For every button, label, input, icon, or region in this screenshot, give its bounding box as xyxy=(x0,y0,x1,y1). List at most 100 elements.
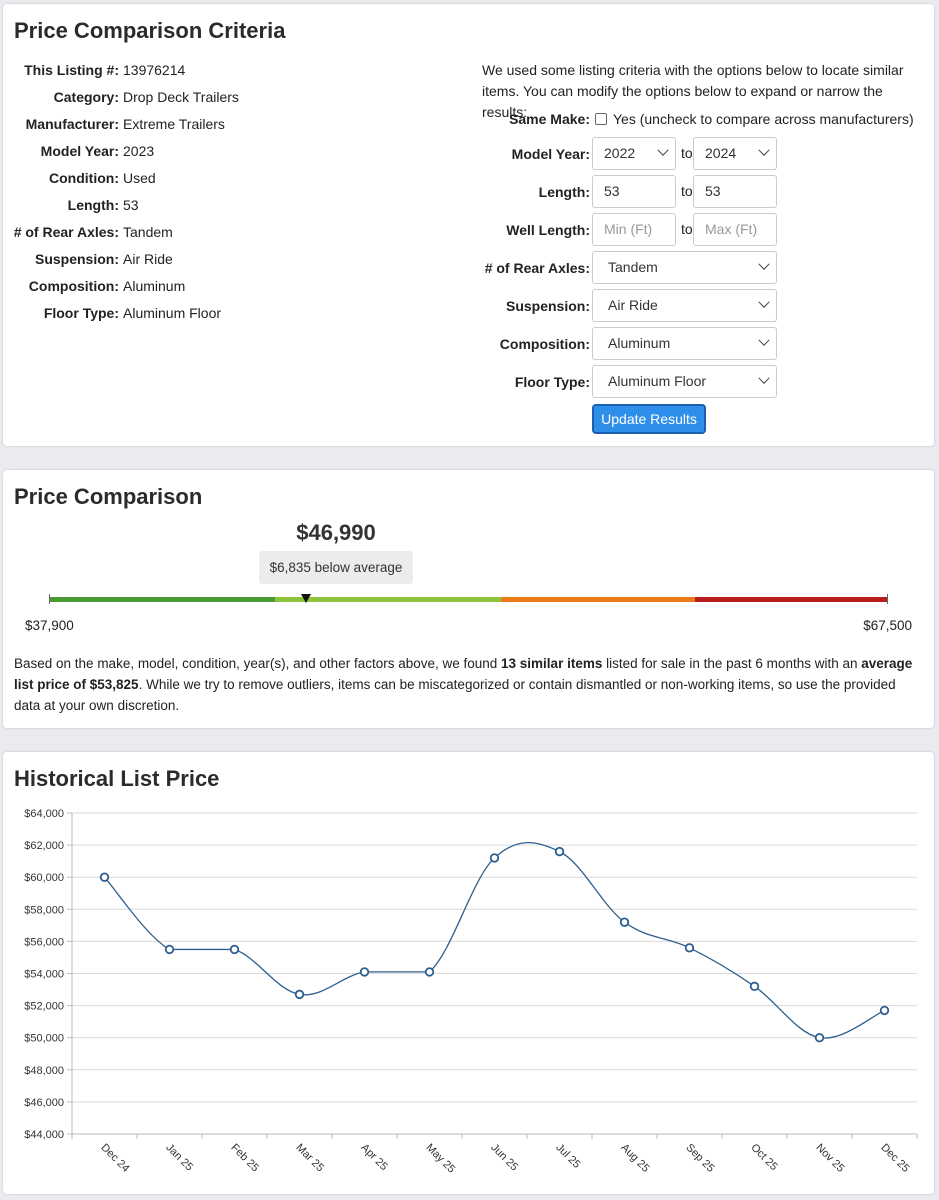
data-point xyxy=(879,1005,890,1016)
spec-value: Aluminum xyxy=(123,278,186,294)
composition-select[interactable]: Aluminum xyxy=(592,327,777,360)
gauge-segment-high xyxy=(695,597,888,602)
spec-label: Composition: xyxy=(28,278,119,294)
length-row: Length: 53 to 53 xyxy=(478,175,938,209)
y-tick-label: $58,000 xyxy=(24,904,64,916)
criteria-card: Price Comparison Criteria This Listing #… xyxy=(3,4,934,446)
floor-type-select[interactable]: Aluminum Floor xyxy=(592,365,777,398)
spec-value: Drop Deck Trailers xyxy=(123,89,239,105)
x-tick-label: Sep 25 xyxy=(683,1142,716,1175)
y-tick-label: $52,000 xyxy=(24,1001,64,1013)
spec-value: 13976214 xyxy=(123,62,186,78)
data-point xyxy=(814,1033,825,1043)
spec-label: Manufacturer: xyxy=(25,116,119,132)
spec-label: This Listing #: xyxy=(24,62,119,78)
y-tick-label: $50,000 xyxy=(24,1033,64,1045)
rear-axles-value: Tandem xyxy=(608,259,658,275)
y-tick-label: $44,000 xyxy=(24,1129,64,1141)
floor-type-row: Floor Type: Aluminum Floor xyxy=(478,365,938,399)
history-card: Historical List Price $64,000 $62,000 $60,… xyxy=(3,752,934,1194)
spec-value: Tandem xyxy=(123,224,173,240)
rear-axles-row: # of Rear Axles: Tandem xyxy=(478,251,938,285)
spec-label: Length: xyxy=(67,197,119,213)
data-point xyxy=(554,846,565,857)
comparison-summary: Based on the make, model, condition, yea… xyxy=(14,653,924,716)
price-marker-icon xyxy=(301,594,311,603)
comparison-title: Price Comparison xyxy=(14,484,203,509)
average-price: average list price of $53,825 xyxy=(14,656,913,692)
x-tick-label: Mar 25 xyxy=(293,1142,326,1175)
suspension-row: Suspension: Air Ride xyxy=(478,289,938,323)
x-tick-label: Feb 25 xyxy=(228,1142,261,1175)
rear-axles-select[interactable]: Tandem xyxy=(592,251,777,284)
summary-text: . While we try to remove outliers, items… xyxy=(14,677,896,713)
x-tick-label: Jul 25 xyxy=(553,1142,582,1171)
y-tick-label: $46,000 xyxy=(24,1097,64,1109)
update-results-button[interactable]: Update Results xyxy=(592,404,706,434)
data-point xyxy=(99,872,110,882)
data-point xyxy=(619,917,630,927)
gauge-segment-fair xyxy=(501,597,695,602)
spec-value: Air Ride xyxy=(123,251,173,267)
chevron-down-icon xyxy=(758,334,770,346)
suspension-value: Air Ride xyxy=(608,297,658,313)
x-tick-label: Apr 25 xyxy=(358,1142,389,1173)
summary-text: listed for sale in the past 6 months wit… xyxy=(602,656,862,671)
summary-text: Based on the make, model, condition, yea… xyxy=(14,656,502,671)
x-tick-label: Jan 25 xyxy=(163,1142,195,1174)
spec-row-composition: Composition: Aluminum xyxy=(3,276,185,296)
comparison-card: Price Comparison $46,990 $6,835 below av… xyxy=(3,470,934,728)
gauge-max-label: $67,500 xyxy=(863,618,912,633)
criteria-title: Price Comparison Criteria xyxy=(14,18,286,43)
length-to-input[interactable]: 53 xyxy=(693,175,777,208)
spec-value: Used xyxy=(123,170,156,186)
history-line-chart: $64,000 $62,000 $60,000 $58,000 $56,000 $54,0… xyxy=(24,808,918,1176)
spec-row-condition: Condition: Used xyxy=(3,168,156,188)
same-make-checkbox[interactable] xyxy=(595,113,607,125)
spec-row-rear-axles: # of Rear Axles: Tandem xyxy=(3,222,173,242)
y-tick-label: $62,000 xyxy=(24,840,64,852)
composition-value: Aluminum xyxy=(608,335,671,351)
spec-row-listing: This Listing #: 13976214 xyxy=(3,60,185,80)
spec-value: 2023 xyxy=(123,143,155,159)
model-year-to-value: 2024 xyxy=(705,145,737,161)
spec-label: # of Rear Axles: xyxy=(13,224,119,240)
x-tick-label: Oct 25 xyxy=(748,1142,779,1173)
well-length-max-input[interactable]: Max (Ft) xyxy=(693,213,777,246)
listing-price: $46,990 xyxy=(296,520,376,545)
to-label: to xyxy=(681,145,693,161)
gauge-min-label: $37,900 xyxy=(25,618,74,633)
chevron-down-icon xyxy=(758,372,770,384)
model-year-label: Model Year: xyxy=(511,146,590,162)
gauge-segment-great xyxy=(49,597,275,602)
spec-row-category: Category: Drop Deck Trailers xyxy=(3,87,239,107)
spec-label: Floor Type: xyxy=(43,305,119,321)
similar-items-count: 13 similar items xyxy=(501,656,603,671)
model-year-from-value: 2022 xyxy=(604,145,636,161)
gauge-segment-good xyxy=(275,597,501,602)
price-series-line xyxy=(104,841,885,1039)
floor-type-value: Aluminum Floor xyxy=(608,373,707,389)
to-label: to xyxy=(681,183,693,199)
spec-value: Extreme Trailers xyxy=(123,116,225,132)
model-year-row: Model Year: 2022 to 2024 xyxy=(478,137,938,171)
model-year-to-select[interactable]: 2024 xyxy=(693,137,777,170)
gauge-min-tick xyxy=(49,594,50,604)
suspension-select[interactable]: Air Ride xyxy=(592,289,777,322)
spec-label: Suspension: xyxy=(34,251,119,267)
to-label: to xyxy=(681,221,693,237)
model-year-from-select[interactable]: 2022 xyxy=(592,137,676,170)
spec-row-floor-type: Floor Type: Aluminum Floor xyxy=(3,303,221,323)
spec-row-length: Length: 53 xyxy=(3,195,139,215)
spec-row-model-year: Model Year: 2023 xyxy=(3,141,154,161)
x-tick-label: Dec 24 xyxy=(98,1142,131,1175)
length-from-input[interactable]: 53 xyxy=(592,175,676,208)
chevron-down-icon xyxy=(758,296,770,308)
spec-label: Category: xyxy=(53,89,119,105)
data-point xyxy=(229,944,240,955)
data-point xyxy=(294,989,305,1000)
well-length-min-input[interactable]: Min (Ft) xyxy=(592,213,676,246)
y-tick-label: $54,000 xyxy=(24,969,64,981)
x-tick-label: Dec 25 xyxy=(878,1142,911,1175)
data-point xyxy=(684,943,695,953)
